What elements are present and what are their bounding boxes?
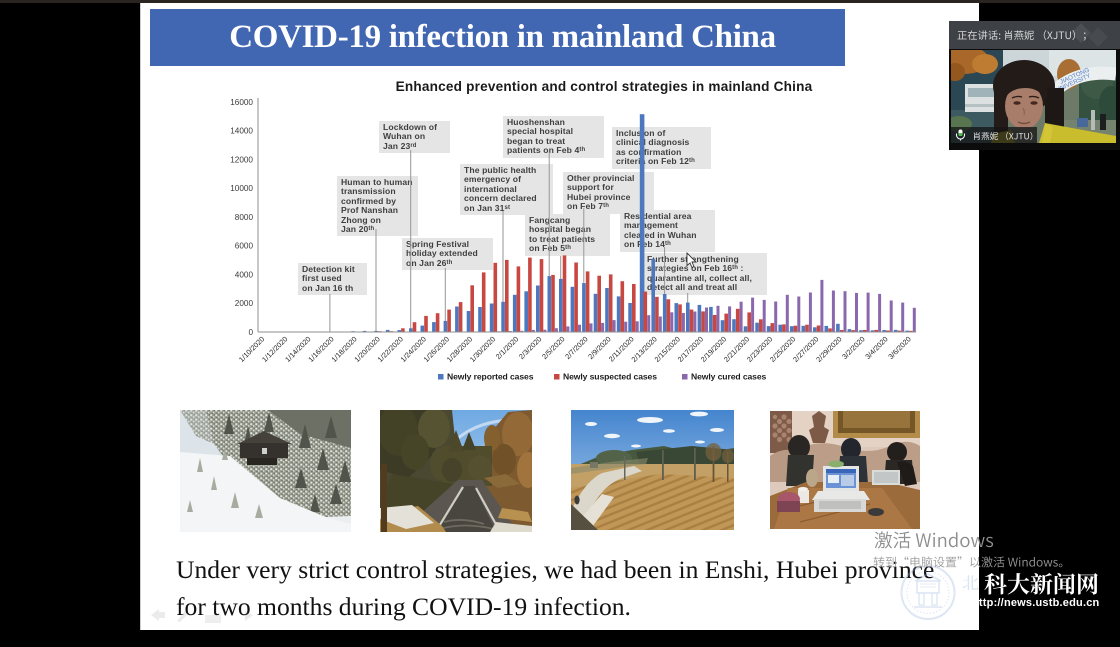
svg-text:Enhanced prevention and contro: Enhanced prevention and control strategi… <box>396 79 813 94</box>
svg-text:12000: 12000 <box>230 155 253 164</box>
svg-text:2/1/2020: 2/1/2020 <box>494 335 520 361</box>
svg-text:2/29/2020: 2/29/2020 <box>814 335 843 364</box>
svg-text:3/2/2020: 3/2/2020 <box>840 335 866 361</box>
svg-text:3/6/2020: 3/6/2020 <box>886 335 912 361</box>
svg-text:Newly reported cases: Newly reported cases <box>447 372 534 382</box>
svg-text:14000: 14000 <box>230 127 253 136</box>
svg-text:2/5/2020: 2/5/2020 <box>540 335 566 361</box>
svg-text:10000: 10000 <box>230 184 253 193</box>
svg-text:8000: 8000 <box>235 213 254 222</box>
svg-text:4000: 4000 <box>235 270 254 279</box>
svg-text:Newly cured cases: Newly cured cases <box>691 372 767 382</box>
svg-text:2/7/2020: 2/7/2020 <box>563 335 589 361</box>
svg-text:2000: 2000 <box>235 299 254 308</box>
svg-text:6000: 6000 <box>235 242 254 251</box>
svg-text:Newly suspected cases: Newly suspected cases <box>563 372 657 382</box>
svg-text:16000: 16000 <box>230 98 253 107</box>
svg-text:0: 0 <box>248 328 253 337</box>
svg-text:1/30/2020: 1/30/2020 <box>468 335 497 364</box>
svg-text:3/4/2020: 3/4/2020 <box>863 335 889 361</box>
svg-text:2/3/2020: 2/3/2020 <box>517 335 543 361</box>
